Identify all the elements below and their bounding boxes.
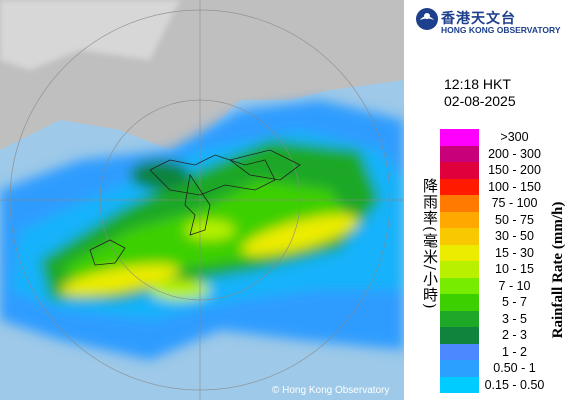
legend-title-english-box: Rainfall Rate (mm/h) xyxy=(550,202,566,339)
legend-title-chinese: 降雨率(毫米/小時) xyxy=(421,178,439,310)
logo-chinese: 香港天文台 xyxy=(441,11,516,27)
legend-row: 3 - 5 xyxy=(440,310,570,327)
logo-english: HONG KONG OBSERVATORY xyxy=(441,25,561,35)
legend-swatch xyxy=(440,327,479,344)
legend-label: 200 - 300 xyxy=(488,146,541,161)
legend-label: 30 - 50 xyxy=(495,229,534,244)
radar-map xyxy=(0,0,404,400)
date: 02-08-2025 xyxy=(444,93,516,109)
legend-swatch xyxy=(440,162,479,179)
legend-swatch xyxy=(440,261,479,278)
legend-label: 50 - 75 xyxy=(495,212,534,227)
legend-label: >300 xyxy=(500,130,529,145)
legend-swatch xyxy=(440,343,479,360)
legend-row: 0.15 - 0.50 xyxy=(440,376,570,393)
legend-title-english: Rainfall Rate (mm/h) xyxy=(550,202,566,339)
legend-swatch xyxy=(440,244,479,261)
legend-row: 5 - 7 xyxy=(440,294,570,311)
copyright: © Hong Kong Observatory xyxy=(272,385,390,396)
legend-swatch xyxy=(440,145,479,162)
legend-label: 1 - 2 xyxy=(501,344,527,359)
legend-swatch xyxy=(440,310,479,327)
legend-label: 15 - 30 xyxy=(495,245,534,260)
legend-label: 7 - 10 xyxy=(498,278,531,293)
legend-row: 1 - 2 xyxy=(440,343,570,360)
legend-row: 150 - 200 xyxy=(440,162,570,179)
legend-label: 75 - 100 xyxy=(491,196,538,211)
logo-icon xyxy=(416,8,438,30)
legend-row: 2 - 3 xyxy=(440,327,570,344)
legend-label: 0.50 - 1 xyxy=(493,361,536,376)
legend-label: 2 - 3 xyxy=(501,328,527,343)
legend-swatch xyxy=(440,228,479,245)
time: 12:18 HKT xyxy=(444,76,511,92)
legend: >300 200 - 300 150 - 200 100 - 150 75 - 100 5… xyxy=(440,129,570,393)
legend-row: 50 - 75 xyxy=(440,211,570,228)
legend-swatch xyxy=(440,277,479,294)
legend-label: 150 - 200 xyxy=(488,163,541,178)
legend-swatch xyxy=(440,211,479,228)
legend-row: 7 - 10 xyxy=(440,277,570,294)
legend-label: 5 - 7 xyxy=(501,295,527,310)
legend-row: 15 - 30 xyxy=(440,244,570,261)
legend-label: 3 - 5 xyxy=(501,311,527,326)
legend-swatch xyxy=(440,360,479,377)
legend-swatch xyxy=(440,178,479,195)
legend-row: 75 - 100 xyxy=(440,195,570,212)
legend-swatch xyxy=(440,195,479,212)
legend-label: 0.15 - 0.50 xyxy=(484,377,545,392)
legend-label: 100 - 150 xyxy=(488,179,541,194)
legend-swatch xyxy=(440,129,479,146)
legend-swatch xyxy=(440,376,479,393)
legend-row: 100 - 150 xyxy=(440,178,570,195)
legend-row: 30 - 50 xyxy=(440,228,570,245)
legend-swatch xyxy=(440,294,479,311)
legend-row: 10 - 15 xyxy=(440,261,570,278)
legend-label: 10 - 15 xyxy=(495,262,534,277)
legend-row: 0.50 - 1 xyxy=(440,360,570,377)
legend-row: >300 xyxy=(440,129,570,146)
legend-row: 200 - 300 xyxy=(440,145,570,162)
